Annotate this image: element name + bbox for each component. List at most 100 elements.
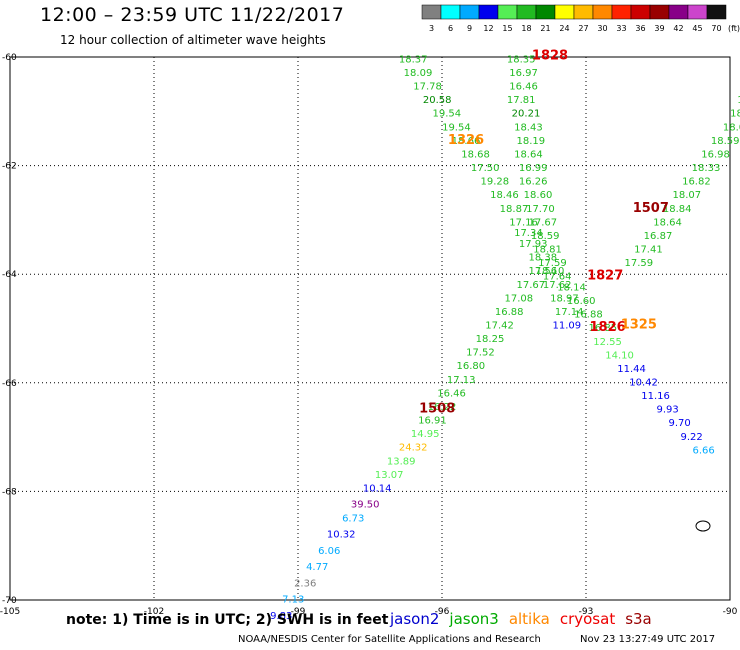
colorbar-label: 27	[578, 24, 588, 33]
colorbar-unit: (ft)	[728, 24, 740, 33]
wave-height-value: 18.64	[514, 149, 543, 160]
wave-height-value: 19.54	[432, 109, 461, 120]
wave-height-value: 18.19	[516, 136, 545, 147]
legend-cryosat: cryosat	[559, 610, 616, 628]
wave-height-value: 39.50	[351, 500, 380, 511]
wave-height-value: 17.41	[634, 244, 663, 255]
colorbar-label: 33	[616, 24, 626, 33]
colorbar-label: 15	[502, 24, 512, 33]
legend-s3a: s3a	[625, 610, 652, 628]
legend-altika: altika	[508, 610, 550, 628]
colorbar-label: 36	[635, 24, 645, 33]
lat-tick-label: -66	[2, 379, 17, 389]
wave-height-value: 16.88	[495, 307, 524, 318]
wave-height-value: 20.21	[512, 109, 541, 120]
wave-height-value: 17.62	[543, 280, 572, 291]
wave-height-value: 9.93	[656, 405, 678, 416]
lon-tick-label: -93	[579, 607, 594, 617]
wave-height-value: 18.60	[524, 190, 553, 201]
map-frame	[9, 56, 731, 601]
footer-note: note: 1) Time is in UTC; 2) SWH is in fe…	[66, 612, 389, 628]
wave-height-value: 6.73	[342, 513, 364, 524]
island-outline	[695, 520, 711, 532]
colorbar-label: 42	[673, 24, 683, 33]
lon-tick-label: -99	[291, 607, 306, 617]
wave-height-value: 14.95	[411, 429, 440, 440]
colorbar-label: 9	[467, 24, 472, 33]
wave-height-value: 16.80	[456, 361, 485, 372]
lon-tick-label: -105	[0, 607, 20, 617]
wave-height-value: 18.81	[533, 244, 562, 255]
wave-height-value: 18.09	[404, 68, 433, 79]
colorbar-swatch	[516, 4, 537, 20]
wave-height-value: 19.28	[480, 177, 509, 188]
colorbar-swatch	[459, 4, 480, 20]
wave-height-value: 9.83	[270, 611, 292, 622]
colorbar-label: 45	[692, 24, 702, 33]
wave-height-value: 17.67	[528, 217, 557, 228]
wave-height-value: 17.64	[543, 272, 572, 283]
wave-height-value: 9.70	[668, 418, 690, 429]
wave-height-value: 17.16	[509, 217, 538, 228]
wave-height-value: 18.46	[490, 190, 519, 201]
colorbar-label: 12	[483, 24, 493, 33]
legend-jason2: jason2	[390, 610, 440, 628]
wave-height-value: 18.33	[692, 163, 721, 174]
page-title: 12:00 – 23:59 UTC 11/22/2017	[40, 4, 345, 26]
wave-height-value: 18.84	[663, 204, 692, 215]
wave-height-value: 2.36	[294, 578, 316, 589]
footer-timestamp: Nov 23 13:27:49 UTC 2017	[580, 634, 716, 645]
colorbar-label: 30	[597, 24, 607, 33]
wave-height-value: 16.26	[519, 177, 548, 188]
wave-height-value: 17.96	[737, 95, 740, 106]
wave-height-value: 16.46	[509, 82, 538, 93]
colorbar-label: 70	[711, 24, 721, 33]
lon-tick-label: -90	[723, 607, 738, 617]
wave-height-value: 18.10	[536, 266, 565, 277]
colorbar-swatch	[554, 4, 575, 20]
wave-height-value: 20.58	[423, 95, 452, 106]
lat-tick-label: -64	[2, 270, 17, 280]
colorbar-swatch	[478, 4, 499, 20]
wave-height-value: 18.68	[461, 149, 490, 160]
pass-time-label: 1827	[587, 269, 623, 284]
wave-height-value: 18.64	[730, 109, 740, 120]
wave-height-value: 4.77	[306, 562, 328, 573]
footer-credit: NOAA/NESDIS Center for Satellite Applica…	[238, 634, 541, 645]
wave-height-value: 16.88	[574, 310, 603, 321]
legend-jason3: jason3	[449, 610, 499, 628]
wave-height-value: 18.87	[500, 204, 529, 215]
colorbar-label: 21	[540, 24, 550, 33]
colorbar-swatch	[687, 4, 708, 20]
lat-tick-label: -68	[2, 487, 17, 497]
lon-tick-label: -102	[144, 607, 164, 617]
wave-height-value: 10.14	[363, 483, 392, 494]
colorbar-label: 3	[429, 24, 434, 33]
wave-height-value: 16.97	[509, 68, 538, 79]
pass-time-label: 1826	[590, 320, 626, 335]
wave-height-value: 16.22	[428, 402, 457, 413]
wave-height-value: 18.59	[711, 136, 740, 147]
colorbar-swatch	[421, 4, 442, 20]
wave-height-value: 18.08	[723, 122, 740, 133]
colorbar-swatch	[630, 4, 651, 20]
colorbar-swatch	[649, 4, 670, 20]
wave-height-value: 18.07	[672, 190, 701, 201]
colorbar-label: 18	[521, 24, 531, 33]
wave-height-value: 16.46	[437, 388, 466, 399]
wave-height-value: 6.66	[692, 445, 714, 456]
wave-height-value: 16.87	[644, 231, 673, 242]
wave-height-value: 17.13	[447, 375, 476, 386]
wave-height-value: 17.52	[466, 348, 495, 359]
colorbar-swatch	[497, 4, 518, 20]
pass-time-label: 1326	[448, 133, 484, 148]
wave-height-value: 11.16	[641, 391, 670, 402]
satellite-legend: jason2 jason3 altika cryosat s3a	[390, 610, 662, 628]
lon-tick-label: -96	[435, 607, 450, 617]
wave-height-value: 16.98	[701, 149, 730, 160]
pass-time-label: 1828	[532, 49, 568, 64]
wave-height-value: 10.32	[327, 530, 356, 541]
wave-height-value: 18.64	[653, 217, 682, 228]
wave-height-value: 14.10	[605, 350, 634, 361]
